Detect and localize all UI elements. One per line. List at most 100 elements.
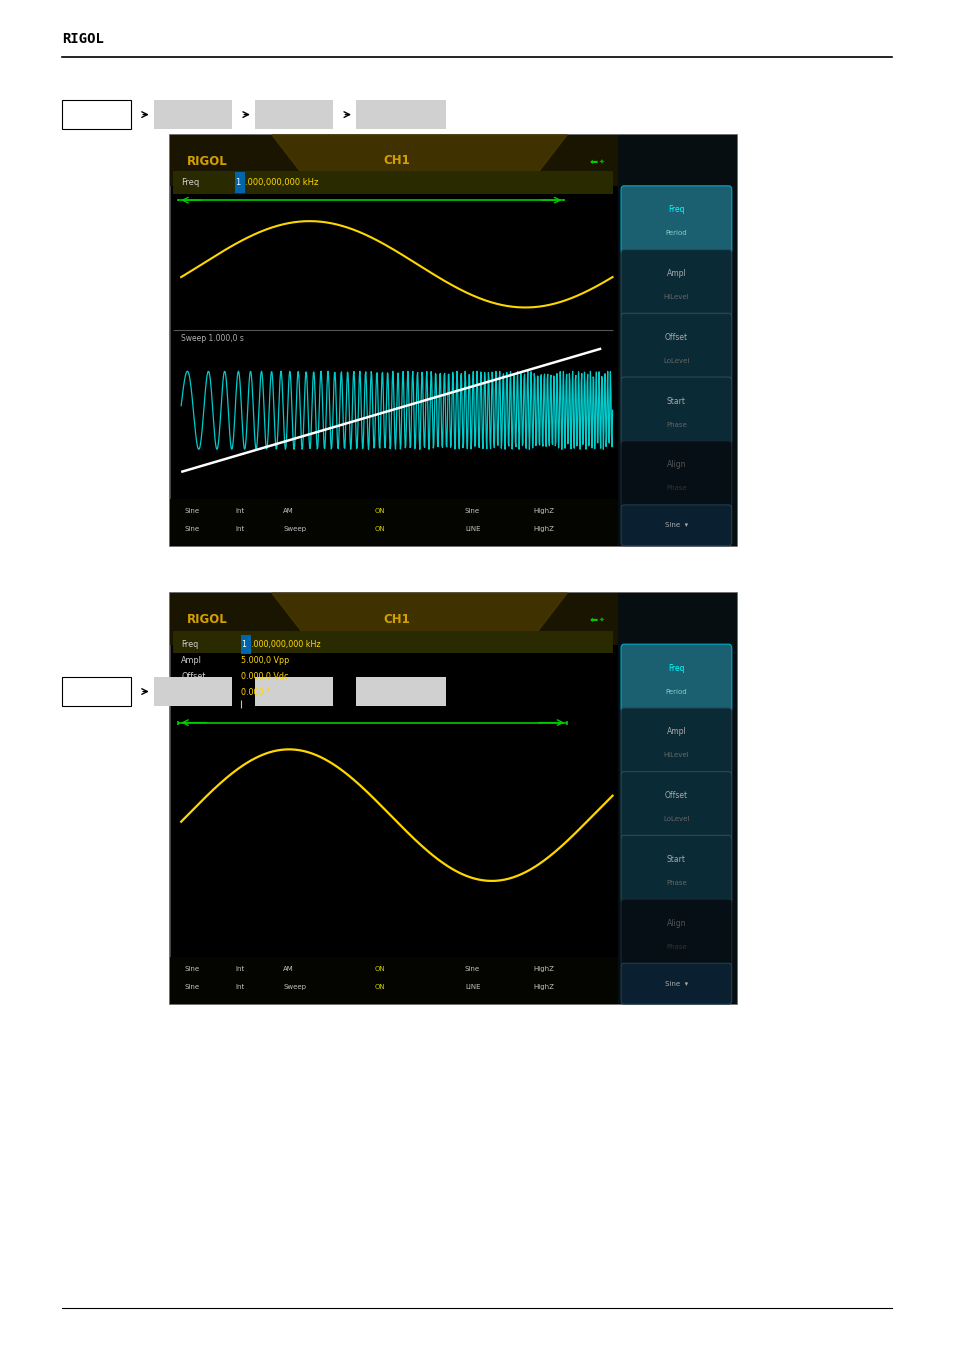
Text: Offset: Offset: [664, 791, 687, 801]
Text: Phase: Phase: [665, 485, 686, 491]
Text: HiLevel: HiLevel: [663, 752, 688, 759]
FancyBboxPatch shape: [620, 644, 731, 713]
FancyBboxPatch shape: [172, 171, 612, 194]
Text: Ampl: Ampl: [666, 270, 685, 278]
Text: Phase: Phase: [665, 422, 686, 427]
Text: Int: Int: [234, 984, 244, 989]
Text: Sine: Sine: [184, 508, 199, 514]
Text: Freq: Freq: [667, 663, 684, 673]
Text: 1: 1: [234, 178, 240, 187]
Text: Sine: Sine: [184, 967, 199, 972]
Text: Ampl: Ampl: [666, 728, 685, 736]
Text: RIGOL: RIGOL: [187, 613, 228, 627]
Polygon shape: [272, 593, 566, 644]
Text: HighZ: HighZ: [533, 984, 554, 989]
Text: Offset: Offset: [181, 673, 205, 681]
Text: Freq: Freq: [181, 178, 199, 187]
Text: Offset: Offset: [664, 333, 687, 342]
Text: ✦: ✦: [598, 617, 603, 623]
Text: HighZ: HighZ: [533, 526, 554, 531]
FancyBboxPatch shape: [170, 957, 618, 1004]
Text: AM: AM: [283, 967, 294, 972]
Text: ON: ON: [374, 526, 384, 531]
FancyBboxPatch shape: [620, 771, 731, 840]
Text: ON: ON: [374, 984, 384, 989]
FancyBboxPatch shape: [62, 677, 131, 706]
Text: Sweep: Sweep: [283, 526, 306, 531]
FancyBboxPatch shape: [620, 249, 731, 318]
FancyBboxPatch shape: [254, 677, 333, 706]
Bar: [240, 635, 251, 654]
Text: Sine: Sine: [184, 984, 199, 989]
Text: Int: Int: [234, 526, 244, 531]
Bar: [234, 171, 245, 193]
Text: Phase: Phase: [181, 687, 205, 697]
Text: AM: AM: [283, 508, 294, 514]
Text: Sine  ▾: Sine ▾: [664, 981, 687, 987]
Text: ⬅: ⬅: [589, 156, 598, 167]
FancyBboxPatch shape: [620, 186, 731, 255]
Text: Sweep: Sweep: [283, 984, 306, 989]
Text: ON: ON: [374, 508, 384, 514]
FancyBboxPatch shape: [170, 593, 737, 1004]
Text: 0.000,0 Vdc: 0.000,0 Vdc: [240, 673, 288, 681]
Text: Start: Start: [666, 396, 685, 406]
FancyBboxPatch shape: [153, 100, 232, 129]
Text: Sine: Sine: [464, 508, 479, 514]
Text: ✦: ✦: [598, 159, 603, 164]
Text: HighZ: HighZ: [533, 508, 554, 514]
Text: LoLevel: LoLevel: [662, 357, 689, 364]
FancyBboxPatch shape: [620, 964, 731, 1004]
Text: LINE: LINE: [464, 526, 480, 531]
Text: Sine: Sine: [464, 967, 479, 972]
Text: Int: Int: [234, 967, 244, 972]
Text: Period: Period: [665, 689, 686, 694]
Text: 0.000 °: 0.000 °: [240, 687, 270, 697]
Text: ON: ON: [374, 967, 384, 972]
FancyBboxPatch shape: [170, 499, 618, 546]
FancyBboxPatch shape: [170, 135, 737, 186]
Text: Align: Align: [666, 918, 685, 927]
Text: CH1: CH1: [383, 154, 410, 167]
FancyBboxPatch shape: [620, 899, 731, 968]
FancyBboxPatch shape: [620, 313, 731, 381]
Text: RIGOL: RIGOL: [187, 155, 228, 168]
FancyBboxPatch shape: [153, 677, 232, 706]
Text: HighZ: HighZ: [533, 967, 554, 972]
Polygon shape: [272, 135, 566, 186]
FancyBboxPatch shape: [620, 836, 731, 905]
Text: HiLevel: HiLevel: [663, 294, 688, 301]
Text: LoLevel: LoLevel: [662, 816, 689, 822]
Text: Int: Int: [234, 508, 244, 514]
Text: Sine: Sine: [184, 526, 199, 531]
Text: Period: Period: [665, 231, 686, 236]
FancyBboxPatch shape: [620, 377, 731, 446]
Text: CH1: CH1: [383, 612, 410, 625]
FancyBboxPatch shape: [618, 135, 737, 546]
FancyBboxPatch shape: [62, 100, 131, 129]
Text: 1: 1: [240, 640, 246, 648]
FancyBboxPatch shape: [170, 593, 737, 644]
Text: Sweep 1.000,0 s: Sweep 1.000,0 s: [181, 334, 244, 342]
Text: RIGOL: RIGOL: [62, 32, 104, 46]
FancyBboxPatch shape: [172, 631, 612, 652]
FancyBboxPatch shape: [620, 708, 731, 776]
Text: Phase: Phase: [665, 944, 686, 949]
Text: Sine  ▾: Sine ▾: [664, 523, 687, 528]
Text: Phase: Phase: [665, 880, 686, 886]
FancyBboxPatch shape: [355, 100, 446, 129]
FancyBboxPatch shape: [620, 506, 731, 546]
Text: .000,000,000 kHz: .000,000,000 kHz: [251, 640, 320, 648]
FancyBboxPatch shape: [620, 441, 731, 510]
Text: Align: Align: [666, 460, 685, 469]
Text: 5.000,0 Vpp: 5.000,0 Vpp: [240, 656, 289, 665]
Text: ⬅: ⬅: [589, 615, 598, 625]
FancyBboxPatch shape: [254, 100, 333, 129]
FancyBboxPatch shape: [170, 135, 737, 546]
Text: Freq: Freq: [181, 640, 198, 648]
FancyBboxPatch shape: [355, 677, 446, 706]
Text: Ampl: Ampl: [181, 656, 202, 665]
Text: .000,000,000 kHz: .000,000,000 kHz: [245, 178, 317, 187]
Text: Start: Start: [666, 855, 685, 864]
Text: LINE: LINE: [464, 984, 480, 989]
